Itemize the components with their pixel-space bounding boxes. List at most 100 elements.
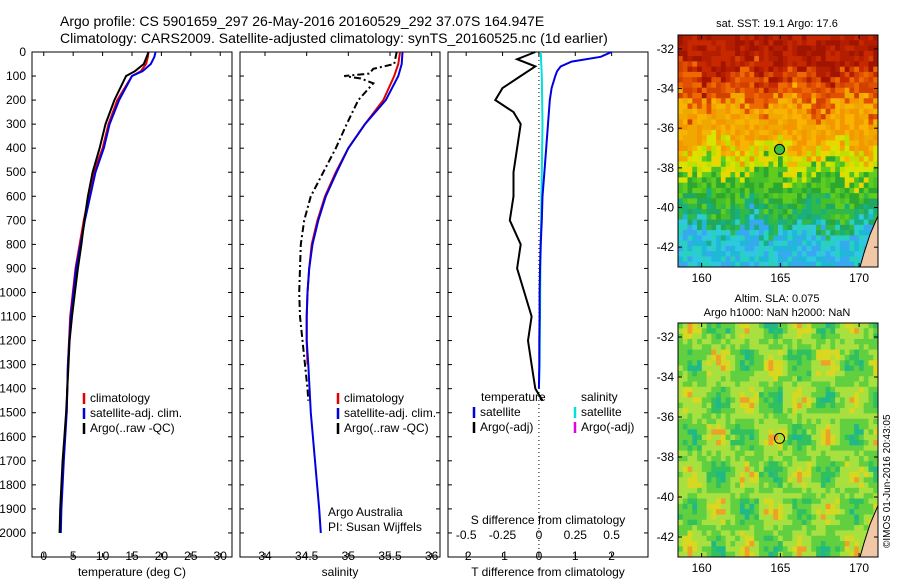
map-cell [778,541,784,547]
map-cell [716,338,722,345]
map-cell [844,333,850,340]
map-cell [744,230,750,236]
map-cell [820,135,827,141]
map-cell [744,402,750,409]
map-cell [687,151,693,157]
map-cell [858,386,865,393]
map-cell [811,214,817,220]
map-cell [735,230,741,236]
map-cell [801,219,807,226]
map-cell [863,219,869,226]
map-cell [754,219,760,226]
map-cell [787,145,793,152]
map-cell [811,349,817,356]
map-cell [839,338,846,345]
map-cell [873,82,879,89]
map-cell [863,450,869,457]
map-cell [706,193,712,199]
map-cell [763,477,769,483]
map-cell [820,240,827,247]
map-cell [811,376,817,382]
map-cell [701,45,707,52]
map-cell [830,434,836,441]
map-cell [854,140,860,147]
map-cell [873,203,879,210]
map-cell [811,87,817,94]
map-cell [763,376,769,382]
map-cell [839,503,846,510]
map-cell [711,119,717,126]
map-cell [868,509,874,515]
map-cell [787,546,793,553]
map-cell [820,161,827,168]
map-cell [735,77,741,83]
map-cell [782,203,788,210]
map-cell [716,498,722,505]
map-cell [825,408,831,414]
map-cell [687,230,693,236]
map-cell [792,61,798,68]
map-cell [763,230,769,236]
map-cell [839,461,846,467]
map-cell [701,161,707,168]
map-cell [711,93,717,99]
map-cell [849,551,855,558]
map-cell [854,198,860,205]
map-cell [830,354,836,361]
map-cell [806,66,812,73]
map-cell [787,140,793,147]
map-cell [873,450,879,457]
map-cell [758,172,765,178]
map-cell [858,135,865,141]
map-cell [716,177,722,184]
map-cell [854,56,860,62]
map-cell [863,392,869,398]
map-cell [835,245,841,252]
map-cell [692,245,698,252]
map-cell [854,338,860,345]
map-cell [806,35,812,41]
map-cell [811,45,817,52]
map-cell [735,434,741,441]
map-cell [816,172,822,178]
map-cell [763,386,769,393]
map-cell [716,161,722,168]
map-cell [820,114,827,120]
map-cell [682,56,688,62]
x-tick-label: 20 [155,549,169,563]
map-cell [758,187,765,194]
map-cell [725,50,731,57]
map-cell [763,87,769,94]
map-cell [768,187,774,194]
map-cell [873,360,879,366]
map-cell [754,323,760,329]
map-cell [873,487,879,494]
map-cell [778,344,784,350]
map-cell [839,509,846,515]
map-cell [873,328,879,335]
map-cell [811,119,817,126]
map-cell [792,230,798,236]
map-cell [778,546,784,553]
map-cell [820,177,827,184]
map-cell [863,429,869,436]
map-cell [687,408,693,414]
map-cell [820,408,827,414]
map-cell [787,193,793,199]
map-cell [839,129,846,136]
map-cell [768,338,774,345]
map-cell [763,408,769,414]
map-cell [716,114,722,120]
map-cell [801,61,807,68]
map-cell [682,498,688,505]
map-cell [706,323,712,329]
map-cell [687,193,693,199]
map-cell [811,172,817,178]
map-cell [868,172,874,178]
map-cell [792,129,798,136]
map-cell [711,108,717,115]
map-cell [787,214,793,220]
map-cell [763,172,769,178]
map-cell [825,402,831,409]
map-cell [716,365,722,372]
